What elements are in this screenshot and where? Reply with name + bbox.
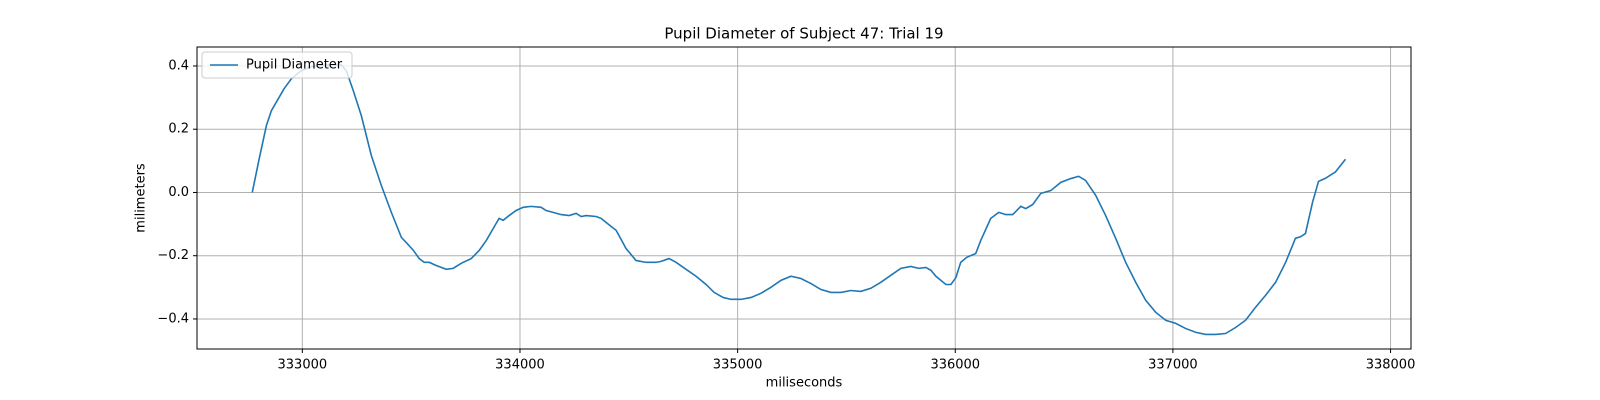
- x-tick-label: 333000: [278, 358, 328, 373]
- legend-label: Pupil Diameter: [246, 58, 343, 73]
- x-axis-label: miliseconds: [766, 376, 843, 391]
- y-tick-label: 0.0: [168, 185, 189, 200]
- x-tick-label: 336000: [930, 358, 980, 373]
- plot-frame: [196, 46, 1412, 350]
- y-tick-label: −0.2: [157, 248, 189, 263]
- y-tick-label: 0.4: [168, 58, 189, 73]
- chart-title: Pupil Diameter of Subject 47: Trial 19: [664, 25, 943, 43]
- y-tick-label: 0.2: [168, 122, 189, 137]
- x-tick-label: 338000: [1366, 358, 1416, 373]
- data-line: [251, 63, 1347, 336]
- x-tick-label: 334000: [495, 358, 545, 373]
- x-tick-label: 335000: [713, 358, 763, 373]
- y-tick-label: −0.4: [157, 311, 189, 326]
- x-tick-label: 337000: [1148, 358, 1198, 373]
- legend-box: [201, 51, 353, 79]
- y-axis-label: milimeters: [134, 163, 149, 233]
- legend: Pupil Diameter: [201, 51, 353, 79]
